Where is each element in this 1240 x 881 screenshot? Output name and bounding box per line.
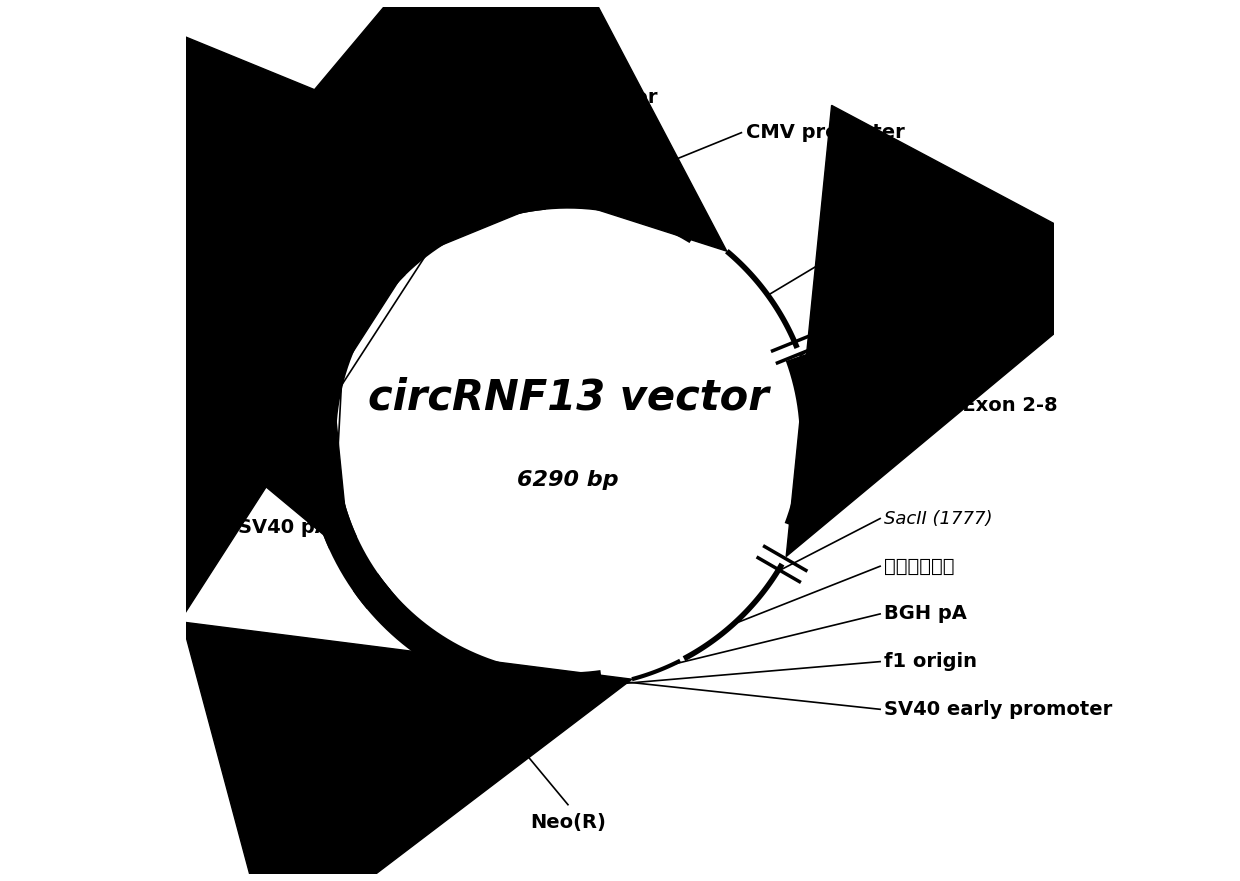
- Text: 上游成环序列: 上游成环序列: [884, 218, 955, 238]
- Text: SV40 pA: SV40 pA: [238, 518, 330, 537]
- Text: RNF13 Exon 2-8: RNF13 Exon 2-8: [884, 396, 1058, 415]
- Text: BGH pA: BGH pA: [884, 604, 967, 624]
- Text: 下游成环序列: 下游成环序列: [884, 557, 955, 575]
- Polygon shape: [149, 22, 568, 365]
- Text: Amp(R): Amp(R): [317, 241, 399, 259]
- Polygon shape: [1, 106, 350, 557]
- Polygon shape: [295, 0, 727, 251]
- Polygon shape: [182, 622, 632, 881]
- Text: 6290 bp: 6290 bp: [517, 470, 619, 490]
- Polygon shape: [786, 106, 1135, 557]
- Polygon shape: [0, 238, 427, 619]
- Text: ClaI (1053): ClaI (1053): [884, 292, 985, 311]
- Text: SV40 early promoter: SV40 early promoter: [884, 700, 1112, 719]
- Text: circRNF13 vector: circRNF13 vector: [367, 376, 769, 418]
- Text: f1 origin: f1 origin: [884, 652, 977, 671]
- Text: CMV promoter: CMV promoter: [745, 123, 904, 142]
- Text: Neo(R): Neo(R): [529, 813, 606, 833]
- Text: bla promoter: bla promoter: [513, 88, 657, 107]
- Text: SacII (1777): SacII (1777): [884, 509, 993, 528]
- Text: pUC origin: pUC origin: [215, 388, 330, 407]
